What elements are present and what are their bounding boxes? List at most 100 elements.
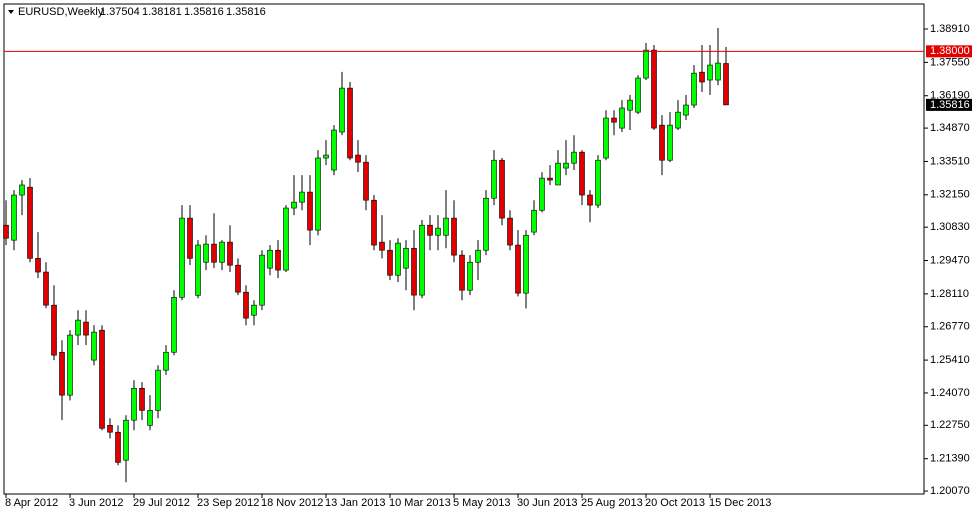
x-tick-label: 15 Dec 2013 xyxy=(709,497,771,509)
y-tick-label: 1.24070 xyxy=(930,387,970,399)
current-price-bg xyxy=(926,98,972,111)
x-tick-label: 3 Jun 2012 xyxy=(69,497,123,509)
candle-body xyxy=(83,321,89,336)
candle-body xyxy=(43,271,49,306)
candle-body xyxy=(291,201,297,209)
x-tick-label: 5 May 2013 xyxy=(453,497,510,509)
y-tick-label: 1.20070 xyxy=(930,485,970,497)
candle-body xyxy=(275,249,281,271)
y-tick-label: 1.36190 xyxy=(930,90,970,102)
candle-body xyxy=(675,111,681,129)
candle-body xyxy=(171,297,177,353)
x-tick-label: 8 Apr 2012 xyxy=(5,497,58,509)
candle-body xyxy=(539,177,545,211)
candle-body xyxy=(155,369,161,411)
y-tick-label: 1.21390 xyxy=(930,453,970,465)
candle-body xyxy=(59,351,65,396)
candle-body xyxy=(563,162,569,169)
candle-body xyxy=(11,194,17,241)
candle-body xyxy=(643,49,649,79)
candle-body xyxy=(667,124,673,161)
candle-body xyxy=(123,419,129,461)
x-tick-label: 29 Jul 2012 xyxy=(133,497,190,509)
candle-body xyxy=(555,162,561,186)
candle-body xyxy=(403,247,409,269)
candle-body xyxy=(507,217,513,246)
candle-body xyxy=(355,154,361,163)
plot-frame xyxy=(3,3,925,495)
candle-body xyxy=(483,197,489,251)
candle-body xyxy=(323,154,329,159)
header-close: 1.35816 xyxy=(226,6,266,18)
candle-body xyxy=(75,319,81,336)
candle-body xyxy=(371,199,377,246)
candle-body xyxy=(139,387,145,411)
candle-body xyxy=(627,99,633,111)
candle-body xyxy=(195,244,201,296)
symbol-label: EURUSD,Weekly xyxy=(18,6,104,18)
candle-body xyxy=(435,227,441,236)
y-tick-label: 1.37550 xyxy=(930,56,970,68)
candle-body xyxy=(419,224,425,296)
candle-body xyxy=(619,107,625,129)
candle-body xyxy=(251,304,257,316)
candle-body xyxy=(411,247,417,296)
price-line-label: 1.38000 xyxy=(930,45,970,57)
candle-body xyxy=(363,161,369,201)
y-tick-label: 1.33510 xyxy=(930,155,970,167)
candle-body xyxy=(227,241,233,266)
candle-body xyxy=(443,217,449,236)
candle-body xyxy=(427,224,433,236)
x-tick-label: 30 Jun 2013 xyxy=(517,497,578,509)
candle-body xyxy=(107,425,113,433)
candle-body xyxy=(579,151,585,196)
candle-body xyxy=(379,241,385,251)
candle-body xyxy=(651,49,657,129)
candle-body xyxy=(475,249,481,263)
y-tick-label: 1.32150 xyxy=(930,189,970,201)
candle-body xyxy=(147,410,153,426)
candle-body xyxy=(267,249,273,269)
candle-body xyxy=(35,258,41,273)
candle-body xyxy=(571,151,577,164)
candle-body xyxy=(27,186,33,259)
candle-body xyxy=(715,62,721,81)
header-high: 1.38181 xyxy=(142,6,182,18)
candle-body xyxy=(19,184,25,196)
candle-body xyxy=(699,71,705,83)
candle-body xyxy=(99,329,105,429)
price-line-label-bg xyxy=(926,45,972,58)
x-tick-label: 13 Jan 2013 xyxy=(325,497,386,509)
y-tick-label: 1.38910 xyxy=(930,23,970,35)
candle-body xyxy=(339,87,345,133)
candle-body xyxy=(347,87,353,159)
candle-body xyxy=(115,431,121,463)
x-tick-label: 23 Sep 2012 xyxy=(197,497,259,509)
y-tick-label: 1.26770 xyxy=(930,321,970,333)
candle-body xyxy=(91,331,97,361)
candle-body xyxy=(659,124,665,161)
y-tick-label: 1.34870 xyxy=(930,122,970,134)
candle-body xyxy=(683,104,689,116)
candle-body xyxy=(67,334,73,396)
candle-body xyxy=(387,249,393,276)
candle-body xyxy=(707,64,713,81)
candle-body xyxy=(51,304,57,356)
candle-body xyxy=(691,72,697,106)
y-tick-label: 1.22750 xyxy=(930,419,970,431)
candle-body xyxy=(259,254,265,306)
x-tick-label: 18 Nov 2012 xyxy=(261,497,323,509)
current-price-label: 1.35816 xyxy=(930,99,970,111)
candle-body xyxy=(203,243,209,263)
candle-body xyxy=(243,291,249,319)
x-tick-label: 20 Oct 2013 xyxy=(645,497,705,509)
candle-body xyxy=(3,224,9,239)
menu-arrow xyxy=(8,10,14,14)
candle-body xyxy=(299,191,305,203)
candle-body xyxy=(523,234,529,294)
candle-body xyxy=(395,242,401,276)
candle-body xyxy=(587,194,593,206)
candle-body xyxy=(187,217,193,259)
candle-body xyxy=(635,77,641,113)
